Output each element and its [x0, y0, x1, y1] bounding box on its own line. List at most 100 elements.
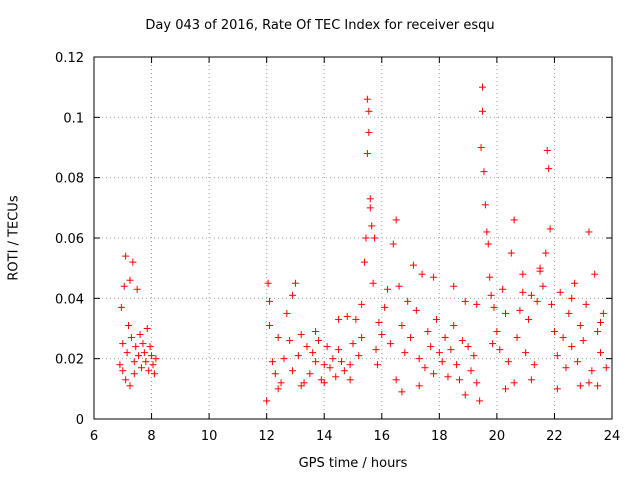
data-point: [365, 128, 373, 136]
data-point: [135, 352, 143, 360]
data-point: [562, 364, 570, 372]
data-point: [412, 306, 420, 314]
data-point: [369, 279, 377, 287]
data-point: [585, 228, 593, 236]
data-point: [274, 334, 282, 342]
data-point: [362, 234, 370, 242]
data-point: [119, 367, 127, 375]
data-point: [346, 361, 354, 369]
data-point: [392, 376, 400, 384]
x-tick-label: 20: [489, 429, 506, 444]
data-point: [126, 276, 134, 284]
data-point: [568, 343, 576, 351]
data-point: [326, 364, 334, 372]
x-tick-label: 16: [374, 429, 391, 444]
data-point: [510, 379, 518, 387]
data-point: [477, 144, 485, 151]
data-point: [546, 225, 554, 233]
data-point: [576, 321, 584, 329]
data-point: [317, 376, 325, 384]
x-tick-label: 22: [546, 429, 563, 444]
data-point: [573, 358, 581, 366]
data-point: [378, 331, 386, 339]
data-point: [548, 300, 556, 308]
data-point: [143, 325, 151, 332]
data-point: [122, 376, 130, 384]
data-point: [289, 367, 297, 375]
data-point: [591, 270, 599, 278]
data-point: [596, 318, 604, 326]
data-point: [542, 249, 550, 257]
data-point: [424, 328, 432, 336]
data-point: [585, 379, 593, 387]
data-point: [461, 297, 469, 305]
data-point: [480, 168, 488, 176]
data-point: [130, 358, 138, 366]
data-point: [490, 303, 498, 311]
data-point: [314, 337, 322, 345]
y-tick-label: 0.02: [55, 353, 84, 368]
data-point: [499, 285, 507, 293]
data-point: [297, 382, 305, 390]
data-point: [576, 382, 584, 390]
data-point: [556, 288, 564, 296]
data-point: [150, 370, 158, 378]
data-point: [332, 373, 340, 381]
data-point: [132, 343, 140, 351]
data-point: [368, 222, 376, 230]
data-point: [306, 370, 314, 378]
data-point: [152, 355, 160, 363]
data-point: [116, 361, 124, 369]
data-point: [453, 361, 461, 369]
chart-title: Day 043 of 2016, Rate Of TEC Index for r…: [145, 18, 495, 33]
data-point: [371, 234, 379, 242]
data-point: [309, 349, 317, 357]
data-point: [473, 379, 481, 387]
data-point: [430, 370, 438, 378]
data-point: [510, 216, 518, 224]
data-point: [398, 321, 406, 329]
data-point: [430, 273, 438, 281]
y-axis-label: ROTI / TECUs: [6, 195, 22, 281]
data-point: [277, 379, 285, 387]
data-point: [366, 204, 374, 212]
data-point: [271, 370, 279, 378]
x-axis-label: GPS time / hours: [298, 456, 408, 471]
data-point: [117, 303, 125, 311]
data-point: [294, 352, 302, 360]
data-point: [280, 355, 288, 363]
data-point: [266, 297, 274, 305]
data-point: [358, 334, 366, 342]
data-point: [312, 358, 320, 366]
data-point: [536, 267, 544, 275]
data-point: [136, 331, 144, 339]
data-point: [148, 352, 156, 360]
data-point: [286, 337, 294, 345]
grid-lines: [94, 57, 612, 419]
data-point: [140, 349, 148, 357]
x-tick-label: 24: [604, 429, 621, 444]
data-point: [384, 285, 392, 293]
data-point: [486, 273, 494, 281]
data-point: [274, 385, 282, 393]
data-point: [473, 300, 481, 308]
data-point: [392, 216, 400, 224]
data-point: [596, 349, 604, 357]
data-point: [266, 321, 274, 329]
data-point: [123, 349, 131, 357]
data-point: [455, 376, 463, 384]
data-point: [579, 337, 587, 345]
data-point: [129, 258, 137, 266]
data-point: [133, 285, 141, 293]
data-point: [404, 297, 412, 305]
data-point: [441, 334, 449, 342]
data-point: [142, 358, 150, 366]
data-point: [447, 346, 455, 354]
data-point: [476, 397, 484, 405]
data-point: [149, 361, 157, 369]
data-point: [127, 334, 135, 342]
data-point: [504, 358, 512, 366]
data-point: [519, 288, 527, 296]
data-point: [533, 297, 541, 305]
data-point: [602, 364, 610, 372]
